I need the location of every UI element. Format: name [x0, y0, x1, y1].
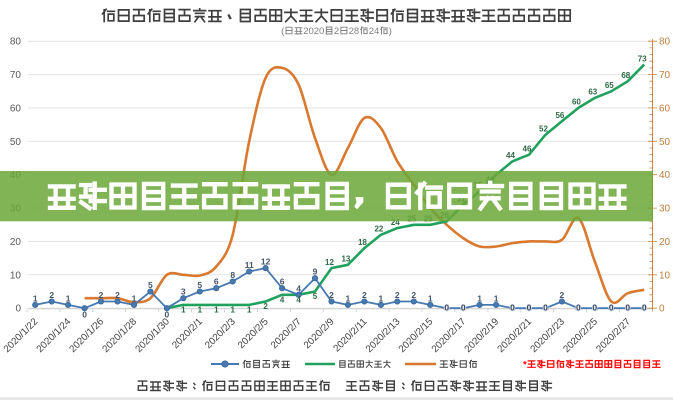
svg-text:2: 2 [395, 290, 400, 300]
svg-text:11: 11 [245, 260, 254, 270]
svg-text:24: 24 [391, 218, 400, 227]
svg-text:1: 1 [247, 305, 252, 314]
svg-text:6: 6 [280, 277, 285, 287]
svg-text:24: 24 [369, 26, 380, 37]
svg-text:50: 50 [10, 137, 22, 148]
svg-text:2: 2 [263, 302, 268, 311]
svg-text:2: 2 [49, 290, 54, 300]
svg-text:2: 2 [411, 290, 416, 300]
svg-text:30: 30 [659, 204, 671, 215]
svg-text:2: 2 [99, 290, 104, 300]
svg-text:80: 80 [659, 37, 671, 48]
svg-text:1: 1 [379, 293, 384, 303]
svg-text:46: 46 [523, 145, 532, 154]
svg-text:20: 20 [10, 237, 22, 248]
svg-text:0: 0 [642, 302, 647, 312]
svg-text:0: 0 [461, 302, 466, 312]
svg-text:18: 18 [358, 238, 367, 247]
svg-text:0: 0 [444, 302, 449, 312]
svg-text:4: 4 [280, 295, 285, 304]
svg-text:44: 44 [506, 151, 515, 160]
svg-text:12: 12 [261, 257, 271, 267]
svg-text:10: 10 [10, 270, 22, 281]
svg-text:1: 1 [181, 305, 186, 314]
svg-text:70: 70 [10, 70, 22, 81]
svg-text:2: 2 [362, 290, 367, 300]
svg-text:40: 40 [659, 170, 671, 181]
svg-text:1: 1 [346, 293, 351, 303]
svg-text:2: 2 [560, 290, 565, 300]
svg-text:20: 20 [659, 237, 671, 248]
svg-text:2: 2 [115, 290, 120, 300]
svg-text:1: 1 [66, 293, 71, 303]
svg-text:70: 70 [659, 70, 671, 81]
svg-text:1: 1 [132, 293, 137, 303]
svg-text:3: 3 [181, 287, 186, 297]
svg-text:1: 1 [494, 293, 499, 303]
svg-text:1: 1 [33, 293, 38, 303]
svg-text:4: 4 [296, 295, 301, 304]
svg-text:6: 6 [214, 277, 219, 287]
svg-text:10: 10 [659, 270, 671, 281]
svg-text:0: 0 [592, 302, 597, 312]
svg-text:0: 0 [15, 304, 21, 315]
svg-text:0: 0 [543, 302, 548, 312]
svg-text:63: 63 [588, 88, 597, 97]
svg-text:1: 1 [428, 293, 433, 303]
svg-text:1: 1 [214, 305, 219, 314]
svg-text:(: ( [281, 26, 285, 37]
svg-text:0: 0 [82, 310, 87, 320]
svg-text:2: 2 [334, 26, 339, 37]
svg-text:60: 60 [659, 103, 671, 114]
svg-text:2020: 2020 [303, 26, 324, 37]
svg-text:1: 1 [477, 293, 482, 303]
svg-text:0: 0 [659, 304, 665, 315]
svg-text:68: 68 [621, 71, 630, 80]
svg-text:4: 4 [296, 283, 301, 293]
svg-text:2: 2 [329, 290, 334, 300]
svg-text:22: 22 [374, 225, 383, 234]
svg-text:60: 60 [10, 103, 22, 114]
svg-text:9: 9 [313, 267, 318, 277]
svg-text:5: 5 [313, 292, 318, 301]
svg-text:13: 13 [341, 255, 350, 264]
svg-text:0: 0 [576, 302, 581, 312]
svg-text:1: 1 [198, 305, 203, 314]
svg-text:56: 56 [555, 111, 564, 120]
svg-text:8: 8 [230, 270, 235, 280]
svg-text:50: 50 [659, 137, 671, 148]
svg-text:60: 60 [572, 98, 581, 107]
svg-text:12: 12 [325, 258, 334, 267]
svg-text:0: 0 [609, 302, 614, 312]
svg-text:): ) [389, 26, 392, 37]
svg-text:*: * [523, 359, 527, 370]
svg-text:1: 1 [230, 305, 235, 314]
svg-text:80: 80 [10, 37, 22, 48]
svg-text:73: 73 [638, 54, 647, 63]
svg-text:0: 0 [165, 310, 170, 320]
svg-text:28: 28 [349, 26, 360, 37]
svg-text:52: 52 [539, 125, 548, 134]
svg-text:0: 0 [625, 302, 630, 312]
svg-text:0: 0 [527, 302, 532, 312]
svg-text:65: 65 [605, 81, 614, 90]
svg-text:0: 0 [510, 302, 515, 312]
svg-text:5: 5 [197, 280, 202, 290]
svg-text:5: 5 [148, 280, 153, 290]
